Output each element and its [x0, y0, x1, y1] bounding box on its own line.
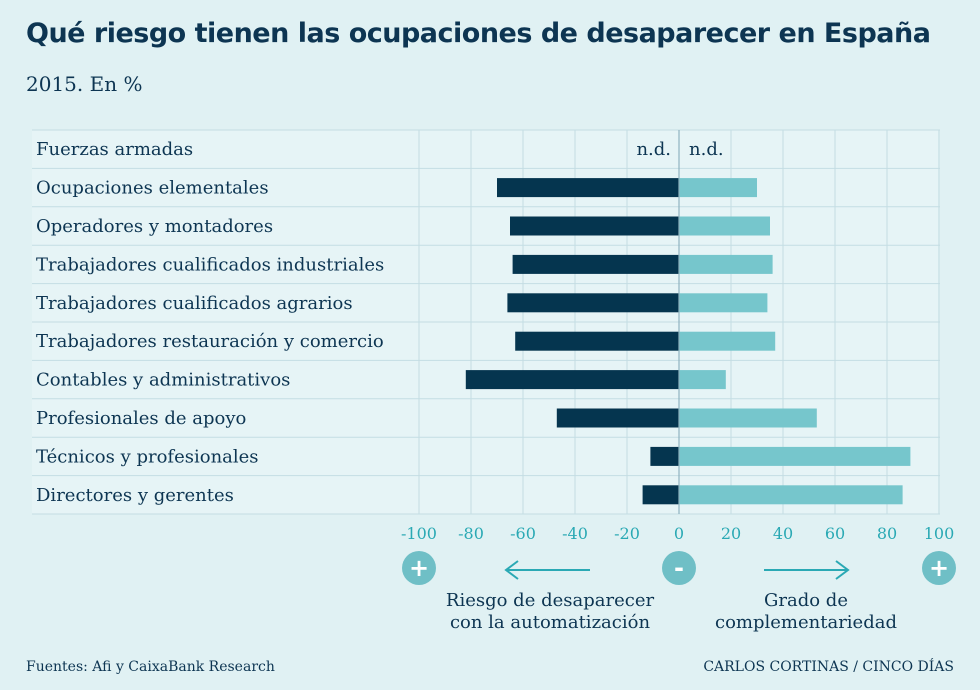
category-label: Trabajadores restauración y comercio: [36, 331, 384, 352]
bar-complementarity: [679, 254, 773, 274]
bar-complementarity: [679, 485, 903, 505]
bar-risk: [650, 446, 679, 466]
plus-right-marker-circle: [922, 551, 956, 585]
x-tick-label: -40: [562, 524, 588, 543]
x-tick-label: -20: [614, 524, 640, 543]
x-tick-label: 60: [825, 524, 845, 543]
category-label: Ocupaciones elementales: [36, 178, 269, 199]
bar-complementarity: [679, 293, 768, 313]
plus-left-marker-circle: [402, 551, 436, 585]
plus-right-marker: +: [929, 554, 949, 582]
legend-left-line2: con la automatización: [449, 612, 651, 633]
plus-left-marker: +: [409, 554, 429, 582]
bar-risk: [642, 485, 679, 505]
arrow-left-icon: [504, 560, 590, 580]
credit: CARLOS CORTINAS / CINCO DÍAS: [703, 659, 954, 675]
legend-right-caption: Grado de complementariedad: [680, 590, 932, 634]
category-label: Fuerzas armadas: [36, 139, 193, 160]
x-tick-label: 0: [674, 524, 684, 543]
x-tick-label: 20: [721, 524, 741, 543]
bar-risk: [556, 408, 679, 428]
legend-right-line2: complementariedad: [715, 612, 897, 633]
chart-title: Qué riesgo tienen las ocupaciones de des…: [26, 18, 931, 49]
x-tick-label: 40: [773, 524, 793, 543]
legend-left-line1: Riesgo de desaparecer: [445, 590, 655, 611]
legend-left-caption: Riesgo de desaparecer con la automatizac…: [420, 590, 680, 634]
bar-risk: [512, 254, 679, 274]
na-label-left: n.d.: [636, 139, 671, 160]
category-label: Operadores y montadores: [36, 216, 273, 237]
category-label: Profesionales de apoyo: [36, 408, 246, 429]
category-label: Técnicos y profesionales: [36, 446, 259, 467]
bar-complementarity: [679, 331, 776, 351]
bar-complementarity: [679, 216, 770, 236]
arrow-right-icon: [764, 560, 850, 580]
bar-complementarity: [679, 446, 911, 466]
x-tick-label: -80: [458, 524, 484, 543]
legend-right-line1: Grado de: [764, 590, 848, 611]
x-tick-label: 100: [924, 524, 955, 543]
bar-risk: [465, 370, 679, 390]
chart-subtitle: 2015. En %: [26, 72, 143, 96]
bar-risk: [507, 293, 679, 313]
x-tick-label: 80: [877, 524, 897, 543]
source-note: Fuentes: Afi y CaixaBank Research: [26, 659, 275, 675]
x-tick-label: -100: [401, 524, 437, 543]
category-label: Trabajadores cualificados agrarios: [36, 293, 353, 314]
category-label: Contables y administrativos: [36, 370, 290, 391]
bar-complementarity: [679, 370, 726, 390]
category-label: Trabajadores cualificados industriales: [36, 254, 384, 275]
bar-risk: [515, 331, 679, 351]
minus-center-marker-circle: [662, 551, 696, 585]
minus-center-marker: -: [674, 554, 684, 582]
bar-complementarity: [679, 178, 757, 198]
category-label: Directores y gerentes: [36, 485, 234, 506]
bar-risk: [497, 178, 679, 198]
x-tick-label: -60: [510, 524, 536, 543]
bar-complementarity: [679, 408, 817, 428]
bar-risk: [510, 216, 679, 236]
na-label-right: n.d.: [689, 139, 724, 160]
